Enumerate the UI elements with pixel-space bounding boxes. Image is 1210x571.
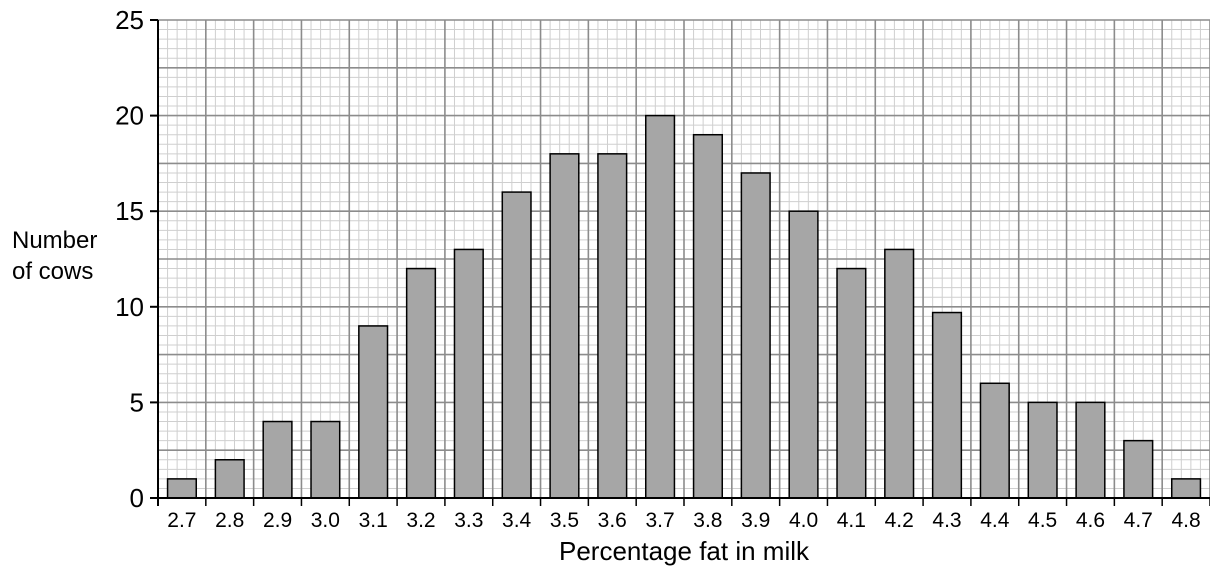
x-tick-label: 3.4	[502, 509, 532, 532]
y-tick-label: 10	[115, 292, 144, 322]
x-tick-label: 2.8	[215, 509, 244, 532]
bar-3.7	[644, 114, 676, 499]
bar-3.3	[453, 248, 484, 499]
bar-2.9	[262, 420, 293, 499]
bar-3.5	[549, 153, 580, 499]
x-tick-label: 3.6	[598, 509, 627, 532]
bar-3.0	[310, 420, 341, 499]
x-tick-labels: 2.7 2.8 2.9 3.0 3.1 3.2 3.3 3.4 3.5 3.6 3.7 3.8 3.9 4…	[167, 509, 1200, 532]
y-tick-labels: 0 5 10 15 20 25	[115, 5, 144, 513]
bar-4.1	[836, 267, 867, 499]
x-tick-label: 3.3	[454, 509, 483, 532]
x-tick-label: 3.5	[550, 509, 579, 532]
x-tick-label: 3.1	[359, 509, 388, 532]
y-axis-label-line2: of cows	[12, 258, 93, 285]
x-tick-label: 4.2	[885, 509, 914, 532]
bar-4.8	[1170, 478, 1202, 499]
bars	[166, 114, 1202, 499]
bar-3.1	[358, 325, 389, 499]
bar-4.4	[979, 382, 1010, 499]
x-tick-label: 3.9	[741, 509, 770, 532]
bar-4.3	[931, 311, 963, 499]
bar-3.6	[597, 153, 628, 499]
x-tick-label: 4.8	[1171, 509, 1200, 532]
bar-4.6	[1075, 401, 1106, 499]
bar-3.9	[740, 172, 771, 499]
x-tick-label: 3.2	[406, 509, 435, 532]
bar-4.7	[1123, 439, 1154, 499]
bar-2.8	[214, 459, 245, 499]
y-tick-label: 0	[130, 483, 144, 513]
x-tick-label: 3.0	[311, 509, 340, 532]
bar-4.5	[1027, 401, 1058, 499]
x-tick-label: 4.7	[1124, 509, 1153, 532]
bar-4.2	[884, 248, 915, 499]
y-axis-label-line1: Number	[12, 227, 97, 254]
bar-4.0	[788, 210, 819, 499]
bar-3.2	[405, 267, 437, 499]
x-tick-label: 2.9	[263, 509, 292, 532]
x-tick-label: 4.5	[1028, 509, 1057, 532]
bar-3.8	[692, 133, 724, 499]
y-tick-label: 5	[130, 387, 144, 417]
x-tick-label: 4.1	[837, 509, 866, 532]
x-tick-label: 4.3	[932, 509, 961, 532]
x-tick-label: 3.7	[645, 509, 674, 532]
y-tick-label: 25	[115, 5, 144, 35]
x-tick-label: 2.7	[167, 509, 196, 532]
x-tick-label: 3.8	[693, 509, 722, 532]
x-tick-label: 4.4	[980, 509, 1010, 532]
x-tick-label: 4.0	[789, 509, 818, 532]
y-tick-label: 15	[115, 196, 144, 226]
x-axis-label: Percentage fat in milk	[559, 536, 810, 566]
x-tick-label: 4.6	[1076, 509, 1105, 532]
y-tick-label: 20	[115, 101, 144, 131]
bar-2.7	[166, 478, 198, 499]
bar-3.4	[501, 191, 532, 499]
axes	[150, 19, 1210, 506]
